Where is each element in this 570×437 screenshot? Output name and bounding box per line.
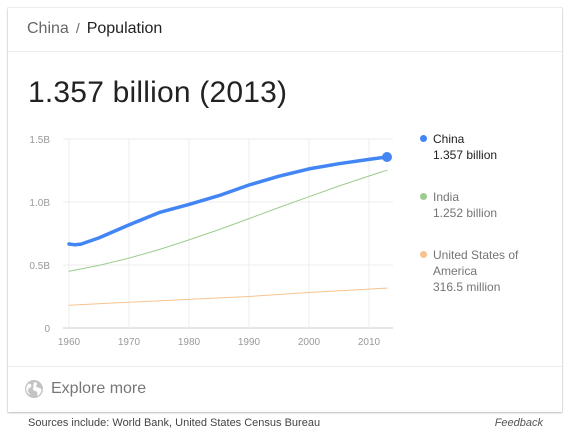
y-tick-label: 0.5B [29, 261, 50, 272]
legend-item-india[interactable]: India 1.252 billion [420, 189, 553, 221]
breadcrumb-separator: / [75, 20, 80, 36]
population-headline: 1.357 billion (2013) [28, 76, 288, 109]
legend-dot-china [420, 135, 427, 142]
y-tick-label: 0 [44, 324, 50, 335]
legend-value: 1.252 billion [433, 206, 498, 220]
x-tick-label: 1970 [118, 337, 141, 348]
legend-value: 1.357 billion [433, 148, 498, 162]
series-line-india [68, 169, 388, 272]
legend-dot-india [420, 193, 427, 200]
globe-icon [25, 380, 43, 398]
x-tick-label: 2000 [298, 337, 321, 348]
x-tick-label: 2010 [358, 337, 381, 348]
legend-name: United States of America [433, 248, 519, 278]
legend-name: China [433, 132, 465, 146]
knowledge-card: China / Population 1.357 billion (2013) … [8, 8, 562, 412]
y-tick-label: 1.5B [29, 135, 50, 146]
explore-more-link[interactable]: Explore more [24, 379, 146, 399]
china-latest-point[interactable] [382, 152, 392, 163]
x-tick-label: 1960 [58, 337, 81, 348]
y-tick-label: 1.0B [29, 198, 50, 209]
x-tick-label: 1990 [238, 337, 261, 348]
feedback-link[interactable]: Feedback [494, 417, 543, 429]
divider [8, 366, 562, 367]
legend-value: 316.5 million [433, 280, 501, 294]
legend-dot-usa [420, 251, 427, 258]
explore-more-label: Explore more [51, 380, 147, 397]
series-line-united-states-of-america [68, 287, 388, 306]
sources-note: Sources include: World Bank, United Stat… [28, 417, 321, 429]
legend-name: India [433, 190, 460, 204]
x-tick-label: 1980 [178, 337, 201, 348]
divider [8, 51, 562, 52]
series-line-china [67, 155, 389, 247]
breadcrumb-entity[interactable]: China [27, 20, 69, 37]
population-chart[interactable]: 1.5B 1.0B 0.5B 0 1960 1970 1980 1990 2000 2010 [8, 8, 562, 368]
legend-item-china[interactable]: China 1.357 billion [420, 131, 553, 163]
breadcrumb: China / Population [27, 20, 162, 38]
legend-item-usa[interactable]: United States of America 316.5 million [420, 247, 553, 295]
breadcrumb-topic: Population [86, 20, 163, 37]
